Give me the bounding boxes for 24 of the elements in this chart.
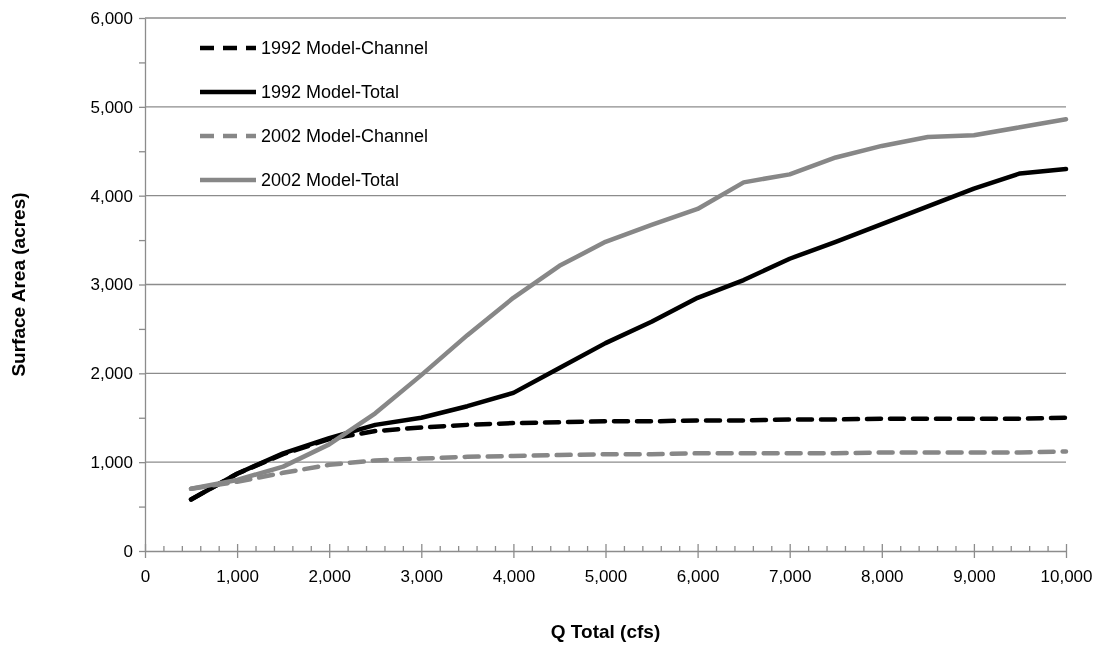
legend-label: 1992 Model-Channel [261,38,429,58]
y-tick-label: 2,000 [90,364,133,384]
x-tick-label: 10,000 [1040,567,1093,587]
y-tick-label: 1,000 [90,453,133,473]
x-tick-label: 0 [140,567,151,587]
y-axis-title: Surface Area (acres) [8,192,29,377]
x-tick-label: 8,000 [861,567,904,587]
legend-label: 1992 Model-Total [261,82,400,102]
legend-label: 2002 Model-Channel [261,126,429,146]
x-tick-label: 2,000 [308,567,351,587]
y-tick-label: 3,000 [90,275,133,295]
x-tick-label: 5,000 [584,567,628,587]
x-tick-label: 3,000 [400,567,444,587]
y-tick-label: 5,000 [90,97,133,117]
x-tick-label: 1,000 [216,567,259,587]
x-tick-label: 6,000 [676,567,720,587]
y-tick-label: 4,000 [90,186,133,206]
x-axis-title: Q Total (cfs) [550,621,661,642]
x-tick-label: 7,000 [768,567,812,587]
legend-label: 2002 Model-Total [261,170,400,190]
y-tick-label: 0 [123,541,133,561]
x-tick-label: 9,000 [953,567,996,587]
y-tick-label: 6,000 [90,8,133,28]
x-tick-label: 4,000 [492,567,536,587]
